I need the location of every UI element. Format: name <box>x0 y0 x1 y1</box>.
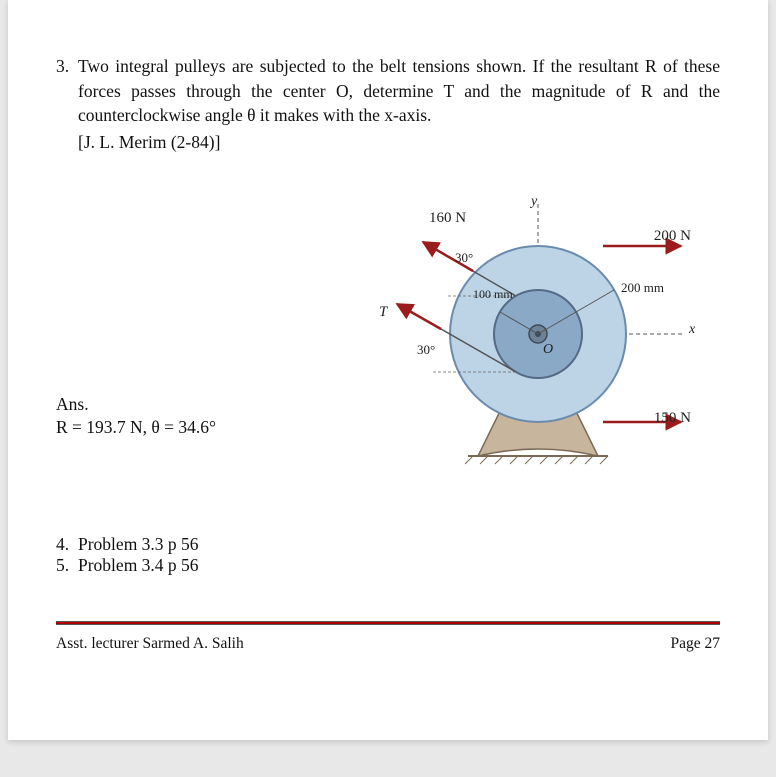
problem-text-block: Two integral pulleys are subjected to th… <box>78 54 720 154</box>
label-angle-bottom: 30° <box>417 342 435 358</box>
label-100mm: 100 mm <box>473 288 513 301</box>
figure-column: y x O 200 N 150 N 160 N T 30° 30° 100 mm… <box>356 194 720 474</box>
ground-hatch <box>465 456 608 464</box>
center-o-label: O <box>543 342 553 358</box>
label-t: T <box>379 304 387 321</box>
page-footer: Asst. lecturer Sarmed A. Salih Page 27 <box>56 635 720 653</box>
item-number: 4. <box>56 534 78 555</box>
x-axis-label: x <box>689 322 695 338</box>
item-number: 5. <box>56 555 78 576</box>
label-angle-top: 30° <box>455 250 473 266</box>
label-200mm: 200 mm <box>621 280 664 296</box>
pulley-figure: y x O 200 N 150 N 160 N T 30° 30° 100 mm… <box>373 194 703 474</box>
answer-column: Ans. R = 193.7 N, θ = 34.6° <box>56 194 356 474</box>
footer-rule <box>56 621 720 625</box>
footer-left: Asst. lecturer Sarmed A. Salih <box>56 635 244 653</box>
problem-reference: [J. L. Merim (2-84)] <box>78 130 720 155</box>
more-problems: 4. Problem 3.3 p 56 5. Problem 3.4 p 56 <box>56 534 720 576</box>
answer-label: Ans. <box>56 394 356 415</box>
item-text: Problem 3.3 p 56 <box>78 534 199 555</box>
force-t-arrow <box>397 304 441 329</box>
figure-answer-row: Ans. R = 193.7 N, θ = 34.6° <box>56 194 720 474</box>
answer-result: R = 193.7 N, θ = 34.6° <box>56 417 356 438</box>
problem-3: 3. Two integral pulleys are subjected to… <box>56 54 720 154</box>
label-160n: 160 N <box>429 210 466 227</box>
footer-right: Page 27 <box>670 635 720 653</box>
problem-statement: Two integral pulleys are subjected to th… <box>78 56 720 125</box>
item-text: Problem 3.4 p 56 <box>78 555 199 576</box>
y-axis-label: y <box>531 194 537 210</box>
problem-number: 3. <box>56 54 78 154</box>
label-150n: 150 N <box>654 410 691 427</box>
label-200n: 200 N <box>654 228 691 245</box>
list-item: 5. Problem 3.4 p 56 <box>56 555 720 576</box>
page: 3. Two integral pulleys are subjected to… <box>8 0 768 740</box>
list-item: 4. Problem 3.3 p 56 <box>56 534 720 555</box>
